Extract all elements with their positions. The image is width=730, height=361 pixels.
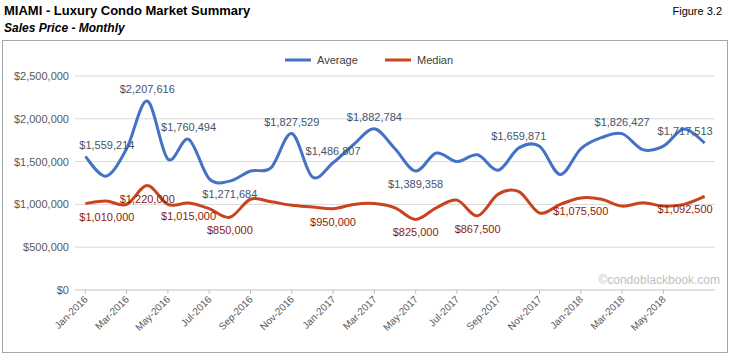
x-tick-label: Nov-2016	[258, 293, 297, 332]
y-tick-label: $2,000,000	[14, 113, 69, 125]
data-label: $950,000	[310, 216, 356, 228]
x-tick	[539, 290, 540, 294]
y-tick-label: $500,000	[23, 241, 69, 253]
x-tick	[291, 290, 292, 294]
data-label: $1,015,000	[161, 210, 216, 222]
data-label: $1,092,500	[658, 203, 713, 215]
data-label: $1,486,807	[306, 145, 361, 157]
series-line	[85, 101, 704, 183]
data-label: $1,010,000	[79, 211, 134, 223]
x-tick-label: Mar-2016	[93, 293, 131, 331]
data-label: $1,389,358	[388, 178, 443, 190]
y-tick-label: $1,000,000	[14, 198, 69, 210]
x-tick	[456, 290, 457, 294]
data-label: $850,000	[207, 224, 253, 236]
figure-label: Figure 3.2	[672, 5, 722, 17]
x-tick-label: Sep-2016	[216, 293, 255, 332]
data-label: $1,882,784	[347, 111, 402, 123]
data-label: $1,827,529	[264, 116, 319, 128]
x-tick	[415, 290, 416, 294]
watermark: ©condoblackbook.com	[598, 273, 720, 287]
data-label: $1,220,000	[120, 193, 175, 205]
x-tick	[580, 290, 581, 294]
x-tick	[663, 290, 664, 294]
x-tick-label: Jan-2016	[52, 293, 90, 331]
x-tick	[126, 290, 127, 294]
x-tick	[498, 290, 499, 294]
x-tick	[85, 290, 86, 294]
y-tick-label: $1,500,000	[14, 156, 69, 168]
x-tick-label: Sep-2017	[464, 293, 503, 332]
plot-area	[85, 101, 704, 219]
chart-frame	[3, 41, 728, 353]
x-tick-label: Mar-2017	[341, 293, 379, 331]
x-tick-label: Jan-2017	[300, 293, 338, 331]
x-tick-label: Jul-2016	[179, 293, 214, 328]
data-label: $1,271,684	[202, 188, 257, 200]
x-tick	[374, 290, 375, 294]
x-tick-label: Mar-2018	[588, 293, 626, 331]
legend-swatch	[385, 59, 411, 62]
data-label: $1,760,494	[161, 121, 216, 133]
data-label: $1,717,513	[658, 125, 713, 137]
legend-swatch	[285, 59, 311, 62]
x-tick-label: May-2016	[133, 293, 173, 333]
data-labels: $1,559,214 $2,207,616 $1,760,494 $1,271,684…	[79, 83, 712, 238]
data-label: $2,207,616	[120, 83, 175, 95]
subtitle: Sales Price - Monthly	[4, 21, 126, 35]
data-label: $1,559,214	[79, 139, 134, 151]
x-tick	[250, 290, 251, 294]
legend: Average Median	[285, 54, 453, 66]
legend-label: Average	[317, 54, 358, 66]
y-tick-label: $0	[57, 284, 69, 296]
chart: MIAMI - Luxury Condo Market Summary Sales…	[0, 0, 730, 361]
x-tick-label: Nov-2017	[505, 293, 544, 332]
legend-label: Median	[417, 54, 453, 66]
x-tick-label: Jan-2018	[548, 293, 586, 331]
data-label: $825,000	[393, 226, 439, 238]
grid-line	[75, 290, 715, 291]
data-label: $1,075,500	[553, 205, 608, 217]
x-tick-label: May-2018	[629, 293, 669, 333]
x-tick-label: May-2017	[381, 293, 421, 333]
x-tick	[167, 290, 168, 294]
data-label: $1,659,871	[491, 130, 546, 142]
grid-line	[75, 76, 715, 77]
data-label: $867,500	[455, 223, 501, 235]
y-tick-label: $2,500,000	[14, 70, 69, 82]
title: MIAMI - Luxury Condo Market Summary	[4, 3, 251, 18]
x-tick	[209, 290, 210, 294]
x-tick	[333, 290, 334, 294]
grid-line	[75, 247, 715, 248]
x-tick-label: Jul-2017	[426, 293, 461, 328]
x-tick	[622, 290, 623, 294]
data-label: $1,826,427	[595, 116, 650, 128]
